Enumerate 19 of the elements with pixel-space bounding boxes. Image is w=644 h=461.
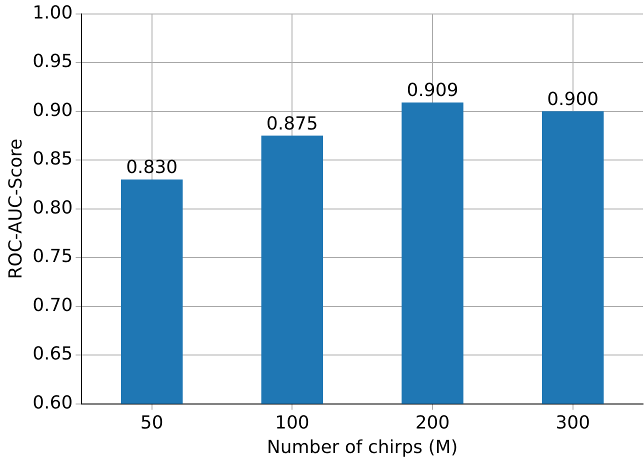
data-label: 0.830 (126, 157, 178, 178)
x-tick-label: 300 (556, 412, 590, 434)
x-tick-label: 50 (140, 412, 164, 434)
y-tick-label: 0.60 (32, 392, 73, 414)
x-tick-label: 100 (274, 412, 310, 434)
data-label: 0.909 (406, 80, 458, 102)
y-tick-label: 1.00 (32, 2, 73, 24)
y-tick-label: 0.85 (32, 148, 73, 170)
y-tick-label: 0.70 (32, 294, 73, 316)
y-tick-label: 0.95 (32, 51, 73, 72)
data-label: 0.875 (266, 113, 318, 134)
y-tick-label: 0.65 (32, 344, 73, 365)
y-axis-title: ROC-AUC-Score (5, 138, 26, 279)
x-tick-label: 200 (415, 412, 450, 434)
y-tick-label: 0.75 (32, 246, 73, 268)
y-tick-label: 0.90 (32, 100, 73, 121)
x-axis-title: Number of chirps (M) (266, 436, 458, 458)
data-label: 0.900 (547, 88, 599, 110)
y-tick-label: 0.80 (32, 197, 73, 218)
